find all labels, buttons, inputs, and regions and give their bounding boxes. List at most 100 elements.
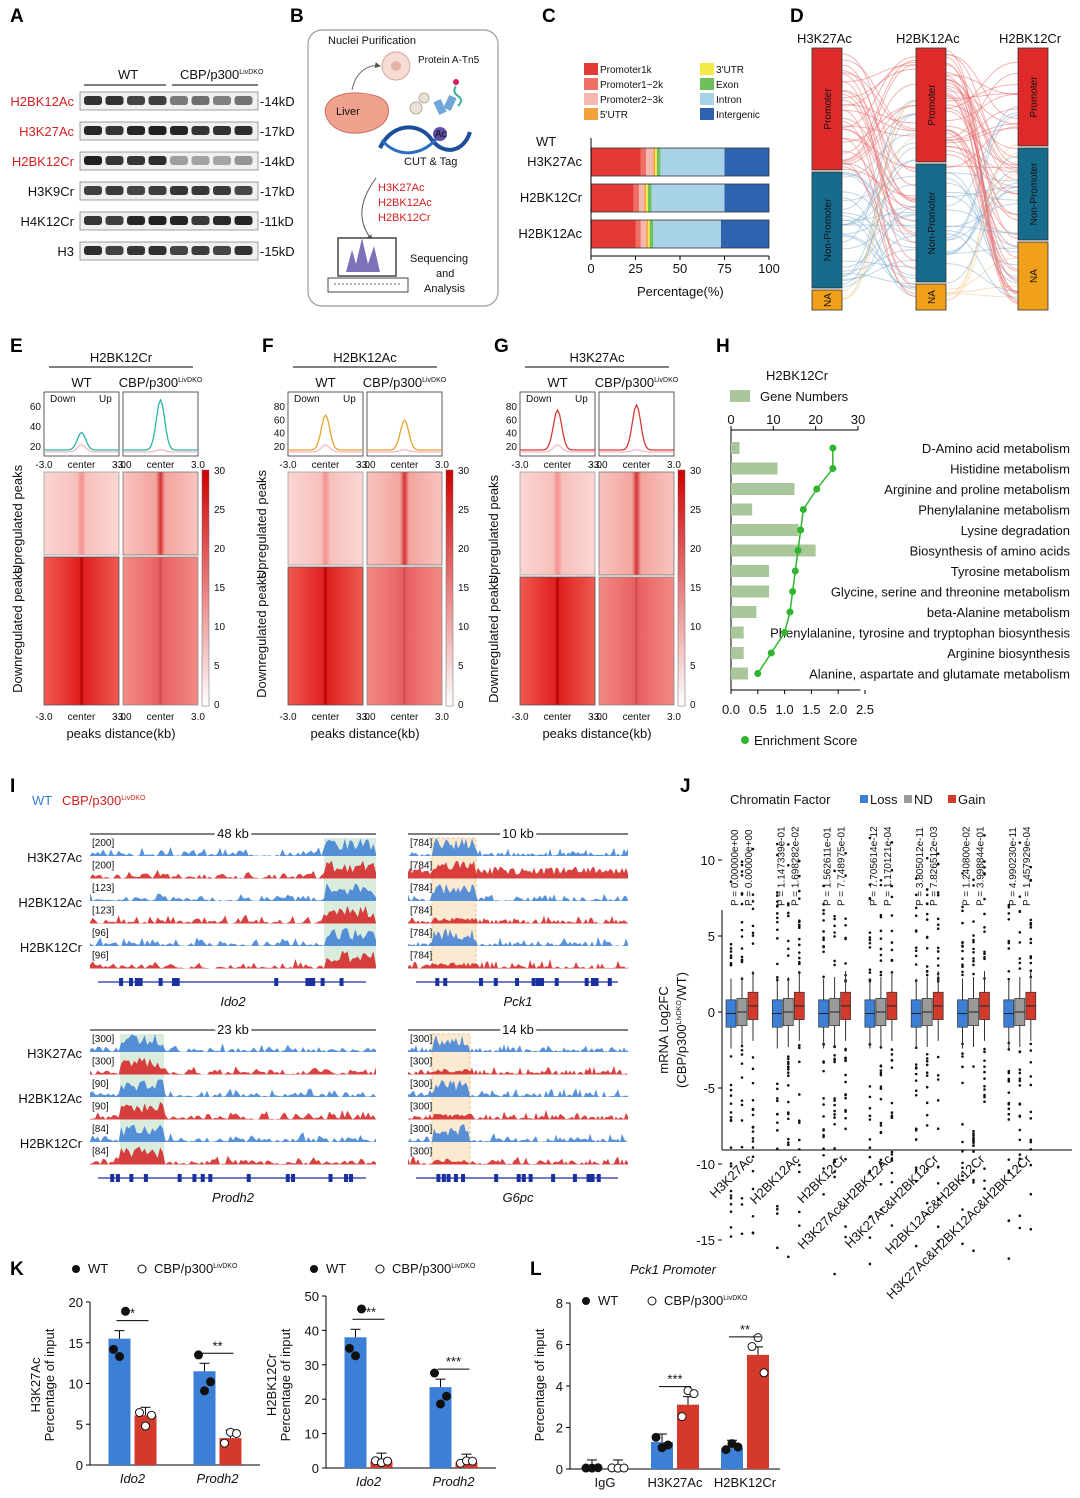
d-block <box>915 283 947 311</box>
gene-exon <box>493 978 498 986</box>
j-outlier <box>914 877 918 880</box>
track-scale: [96] <box>92 928 109 939</box>
j-outlier <box>751 924 755 928</box>
blot-band <box>127 246 145 255</box>
j-outlier <box>822 1167 825 1170</box>
j-outlier <box>961 909 964 913</box>
j-legend-title: Chromatin Factor <box>730 792 831 807</box>
track-signal <box>90 1034 376 1052</box>
track-scale: [90] <box>92 1079 109 1090</box>
j-outlier <box>868 1146 872 1149</box>
j-pvalue: P = 1.170121e-04 <box>883 826 894 906</box>
panel-label-f: F <box>262 336 274 357</box>
c-legend-item: Promoter2~3k <box>600 95 664 106</box>
heat-xlabel: peaks distance(kb) <box>310 726 419 741</box>
j-outlier <box>1029 1110 1033 1114</box>
nuclei-purification-label: Nuclei Purification <box>328 35 416 47</box>
j-outlier <box>740 892 744 895</box>
heat-xtick: -3.0 <box>279 712 297 723</box>
j-outlier <box>879 973 883 977</box>
heatmap-up <box>598 471 675 576</box>
j-outlier <box>1029 926 1033 929</box>
j-outlier <box>787 1074 790 1077</box>
cut-tag-qpcr-charts: WT CBP/p300LivDKO WT CBP/p300LivDKO20151050… <box>28 1261 496 1489</box>
blot-band <box>105 246 124 255</box>
j-legend-item: ND <box>914 792 933 807</box>
j-outlier <box>1029 918 1033 922</box>
c-tick-label: 50 <box>673 261 687 276</box>
heatmap-up <box>122 471 199 556</box>
k-right-point <box>351 1351 360 1361</box>
c-bar-segment <box>635 220 641 248</box>
j-pvalue: P = 3.998844e-01 <box>976 826 987 906</box>
j-outlier <box>1018 1084 1022 1087</box>
k-left-legend-ko: CBP/p300LivDKO <box>154 1261 238 1276</box>
colorbar-tick: 20 <box>458 544 470 555</box>
d-block-label: NA <box>1029 269 1040 283</box>
k-left-ytick-label: 0 <box>76 1458 83 1473</box>
track-row-label: H2BK12Ac <box>18 1091 82 1106</box>
blot-band <box>170 126 188 135</box>
j-outlier <box>833 1057 836 1061</box>
j-outlier <box>776 920 779 924</box>
j-outlier <box>776 937 779 940</box>
h-legend-dot: Enrichment Score <box>754 733 857 748</box>
j-outlier <box>822 1153 825 1157</box>
heat-down-label: Downregulated peaks <box>254 572 269 698</box>
j-legend-swatch <box>948 795 956 803</box>
colorbar-tick: 30 <box>214 466 226 477</box>
blot-strip-1 <box>79 121 259 141</box>
j-outlier <box>868 971 872 974</box>
gene-exon <box>453 1174 458 1182</box>
blot-band <box>84 96 102 105</box>
j-outlier <box>740 1196 744 1200</box>
j-outlier <box>1007 1107 1011 1111</box>
j-outlier <box>1029 1049 1033 1052</box>
track-scale: [784] <box>410 928 432 939</box>
j-outlier <box>961 1123 964 1126</box>
j-outlier <box>983 1187 986 1191</box>
j-outlier <box>972 884 975 887</box>
j-outlier <box>1018 1079 1022 1083</box>
j-outlier <box>868 946 872 949</box>
j-outlier <box>1018 910 1022 914</box>
h-enrichment-dot <box>799 506 807 513</box>
j-outlier <box>844 1157 847 1161</box>
j-outlier <box>936 1099 940 1102</box>
j-outlier <box>961 1081 964 1085</box>
j-outlier <box>936 1181 940 1185</box>
panel-label-b: B <box>290 6 304 27</box>
blot-group-ko: CBP/p300LivDKO <box>180 67 264 82</box>
western-blot: WT CBP/p300LivDKO H2BK12Ac -14kD H3K27Ac -1… <box>10 67 295 261</box>
j-outlier <box>729 1102 733 1105</box>
liver-icon <box>324 92 389 134</box>
j-outlier <box>822 945 825 949</box>
d-flow <box>841 215 917 277</box>
j-outlier <box>844 936 847 940</box>
j-outlier <box>925 888 929 891</box>
c-row-label: H2BK12Cr <box>520 190 583 205</box>
j-outlier <box>983 1088 986 1091</box>
track-signal <box>90 883 376 901</box>
j-outlier <box>961 1208 964 1211</box>
d-flow <box>945 247 1019 254</box>
track-scale: [300] <box>410 1079 432 1090</box>
d-flow <box>945 92 1019 99</box>
gene-exon <box>320 978 325 986</box>
gene-exon <box>521 1174 526 1182</box>
l-sig: *** <box>667 1372 682 1387</box>
blot-band <box>213 246 231 255</box>
blot-band <box>84 246 102 255</box>
j-outlier <box>798 920 801 924</box>
c-legend-swatch <box>700 63 714 75</box>
j-outlier <box>740 1076 744 1079</box>
j-outlier <box>1029 1117 1033 1120</box>
j-outlier <box>729 1235 733 1238</box>
j-outlier <box>822 1133 825 1137</box>
j-outlier <box>890 1111 894 1114</box>
j-outlier <box>740 1119 744 1122</box>
d-flow <box>945 110 1019 215</box>
j-outlier <box>844 1096 847 1100</box>
j-outlier <box>833 963 836 967</box>
j-outlier <box>890 841 894 844</box>
